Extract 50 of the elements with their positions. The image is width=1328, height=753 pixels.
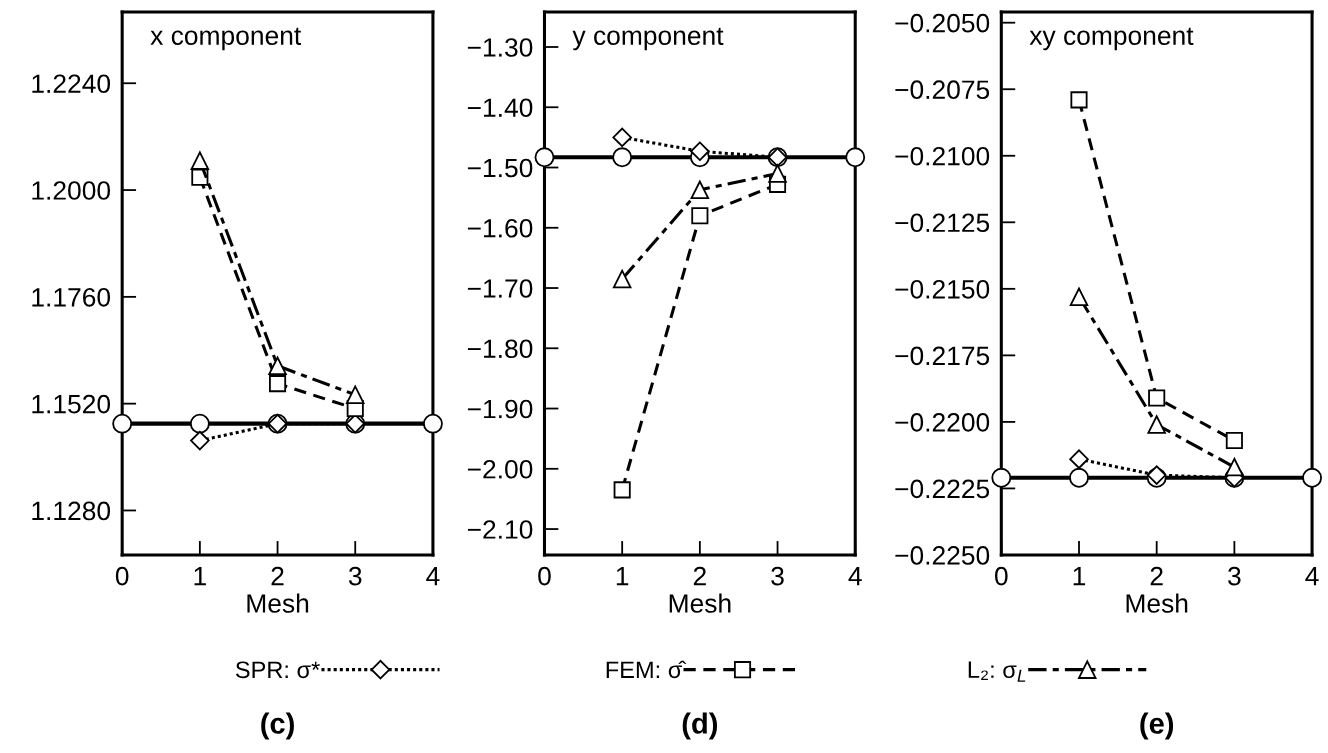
y-tick-label: −0.2250 — [895, 546, 990, 565]
y-tick-label: −0.2050 — [895, 13, 990, 33]
y-tick-label: −1.60 — [467, 218, 533, 238]
x-tick-label: 2 — [271, 566, 284, 586]
x-axis-title: Mesh — [1126, 593, 1188, 613]
text: (e) — [1140, 712, 1174, 740]
y-tick-label: −2.00 — [467, 459, 533, 479]
text: (c) — [261, 712, 294, 740]
y-tick-label: 1.2240 — [32, 74, 111, 94]
y-tick-label: 1.1760 — [32, 287, 111, 307]
y-tick-label: −1.70 — [467, 279, 533, 298]
y-tick-label: −2.10 — [467, 520, 533, 539]
legend-label: L₂: σ$_{L}$ — [968, 661, 1026, 682]
legend-label: SPR: σ* — [235, 661, 320, 679]
text: xy component — [1029, 27, 1194, 51]
y-tick-label: −1.40 — [467, 98, 533, 118]
x-tick-label: 0 — [995, 566, 1008, 586]
x-tick-label: 4 — [426, 567, 440, 586]
y-tick-label: −1.90 — [467, 399, 533, 419]
x-tick-label: 2 — [693, 566, 706, 586]
x-tick-label: 0 — [115, 566, 129, 586]
y-tick-label: −0.2200 — [895, 413, 990, 432]
y-tick-label: −1.30 — [467, 38, 533, 57]
y-tick-label: −0.2100 — [895, 146, 990, 166]
y-tick-label: −0.2175 — [895, 346, 990, 366]
text: y component — [572, 27, 724, 51]
y-tick-label: 1.1280 — [32, 501, 111, 521]
x-tick-label: 3 — [348, 566, 362, 586]
y-tick-label: 1.1520 — [32, 394, 111, 414]
x-tick-label: 1 — [616, 567, 629, 586]
y-tick-label: −1.80 — [467, 339, 533, 359]
x-tick-label: 3 — [771, 566, 784, 586]
x-tick-label: 1 — [194, 567, 206, 586]
y-tick-label: −1.50 — [467, 158, 533, 178]
y-tick-label: −0.2225 — [895, 479, 990, 499]
text: x component — [150, 27, 302, 51]
x-tick-label: 0 — [538, 566, 551, 586]
y-tick-label: −0.2075 — [895, 80, 990, 100]
x-tick-label: 3 — [1228, 566, 1241, 586]
text: (d) — [682, 712, 718, 740]
x-tick-label: 1 — [1073, 567, 1086, 586]
legend-label: FEM: σ̂ — [606, 660, 687, 679]
x-tick-label: 2 — [1150, 566, 1163, 586]
x-axis-title: Mesh — [669, 593, 731, 613]
x-tick-label: 4 — [1305, 567, 1319, 586]
x-axis-title: Mesh — [247, 593, 309, 613]
y-tick-label: 1.2000 — [32, 181, 111, 200]
y-tick-label: −0.2125 — [895, 213, 990, 233]
y-tick-label: −0.2150 — [895, 279, 990, 299]
x-tick-label: 4 — [848, 567, 862, 586]
